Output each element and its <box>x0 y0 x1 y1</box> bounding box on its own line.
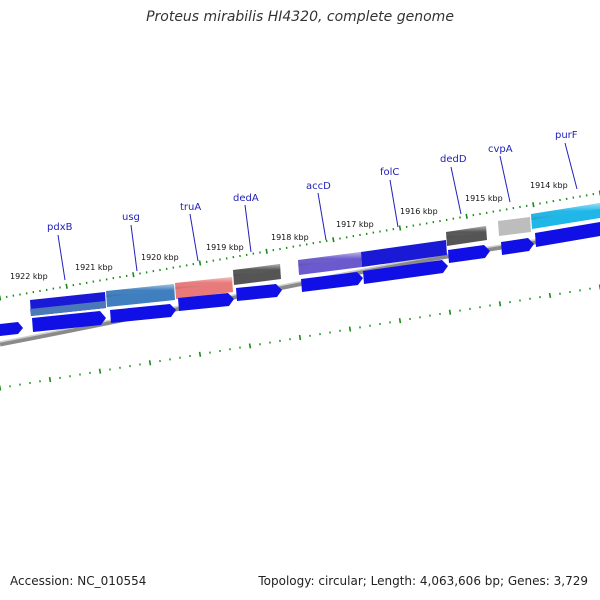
kbp-label: 1918 kbp <box>271 233 309 242</box>
major-tick <box>265 248 268 254</box>
cds-arrow[interactable] <box>178 293 234 311</box>
cds-arrow[interactable] <box>448 245 490 263</box>
gene-label-dedD[interactable]: dedD <box>440 154 467 165</box>
gene-folC-feature[interactable] <box>361 240 447 267</box>
gene-label-cvpA[interactable]: cvpA <box>488 144 513 155</box>
major-tick <box>248 343 252 349</box>
cds-arrow[interactable] <box>32 311 106 332</box>
gene-purF-feature[interactable] <box>531 203 600 229</box>
gene-cvpA-feature[interactable] <box>498 217 531 236</box>
major-tick <box>532 202 535 208</box>
cds-arrow[interactable] <box>301 272 363 292</box>
major-tick <box>65 283 68 289</box>
major-tick <box>298 334 302 341</box>
major-tick <box>148 360 152 366</box>
major-tick <box>398 225 402 231</box>
gene-dedD-feature[interactable] <box>446 226 487 246</box>
gene-label-pdxB[interactable]: pdxB <box>47 222 73 233</box>
kbp-label: 1917 kbp <box>336 220 374 229</box>
map-title: Proteus mirabilis HI4320, complete genom… <box>146 9 454 25</box>
kbp-label: 1914 kbp <box>530 181 568 190</box>
kbp-label: 1920 kbp <box>141 253 179 262</box>
major-tick <box>465 213 468 219</box>
feature-track <box>30 203 600 316</box>
gene-usg-feature[interactable] <box>106 284 175 307</box>
gene-accD-feature[interactable] <box>298 252 362 275</box>
major-tick <box>132 272 135 278</box>
cds-arrow[interactable] <box>363 260 448 284</box>
gene-truA-feature[interactable] <box>175 277 233 299</box>
cds-arrow[interactable] <box>110 304 176 323</box>
major-tick <box>448 309 452 315</box>
gene-label-truA[interactable]: truA <box>180 202 201 213</box>
gene-label-usg[interactable]: usg <box>122 212 140 223</box>
cds-arrow[interactable] <box>535 222 600 247</box>
gene-label-purF[interactable]: purF <box>555 130 578 141</box>
major-tick <box>48 376 52 383</box>
cds-arrow[interactable] <box>501 238 534 255</box>
genome-summary: Topology: circular; Length: 4,063,606 bp… <box>258 574 588 588</box>
kbp-label: 1919 kbp <box>206 243 244 252</box>
gene-label-dedA[interactable]: dedA <box>233 193 259 204</box>
gene-labels: pdxB usg truA dedA accD folC dedD cvpA p… <box>47 130 578 233</box>
gene-label-leaders <box>57 142 578 281</box>
major-tick <box>198 260 202 266</box>
gene-label-folC[interactable]: folC <box>380 167 399 178</box>
gene-dedA-feature[interactable] <box>233 264 281 285</box>
gene-pdxB-feature[interactable] <box>30 292 106 316</box>
inner-tick-ring <box>0 284 600 391</box>
cds-arrow[interactable] <box>0 322 23 336</box>
cds-arrow[interactable] <box>236 284 282 301</box>
outer-tick-ring <box>0 190 600 301</box>
kbp-label: 1916 kbp <box>400 207 438 216</box>
major-tick <box>398 318 402 324</box>
kbp-label: 1922 kbp <box>10 272 48 281</box>
accession-label: Accession: NC_010554 <box>10 574 147 588</box>
major-tick <box>332 237 335 243</box>
kbp-label: 1921 kbp <box>75 263 113 272</box>
major-tick <box>348 326 352 332</box>
major-tick <box>198 351 202 357</box>
cds-track <box>0 222 600 336</box>
gene-label-accD[interactable]: accD <box>306 181 331 192</box>
kbp-label: 1915 kbp <box>465 194 503 203</box>
major-tick <box>548 292 552 299</box>
kbp-labels: 1922 kbp 1921 kbp 1920 kbp 1919 kbp 1918… <box>10 181 568 281</box>
major-tick <box>498 301 502 307</box>
major-tick <box>98 368 102 374</box>
